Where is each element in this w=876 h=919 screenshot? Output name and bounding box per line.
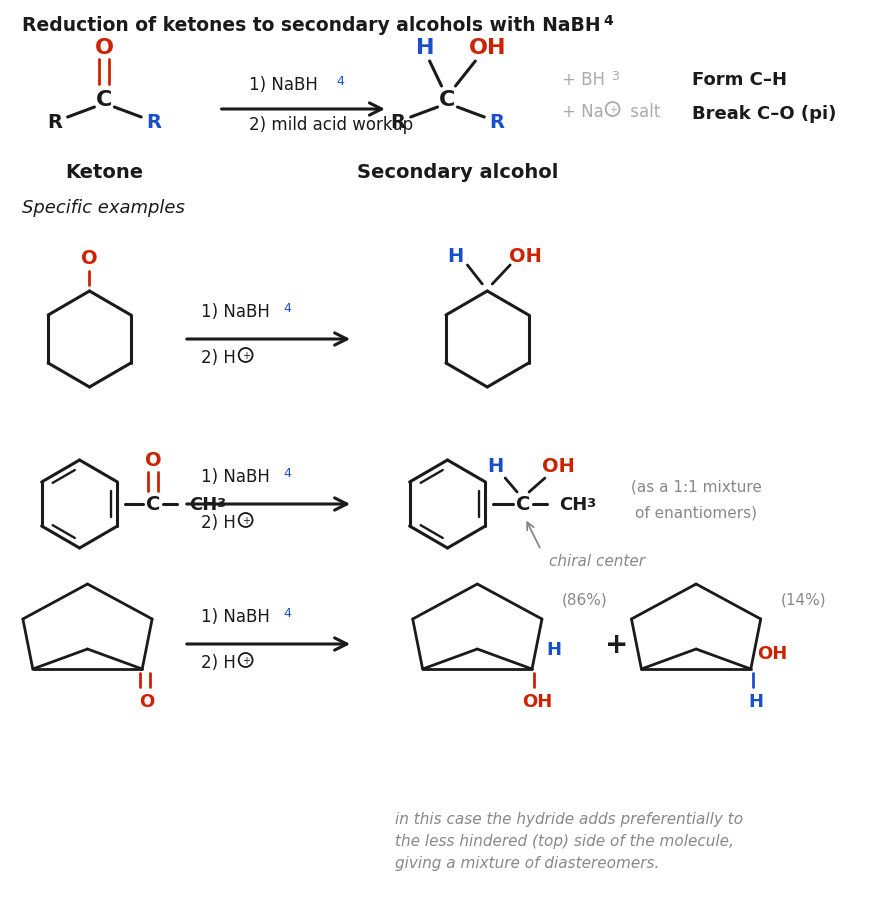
Text: 2) H: 2) H [201, 348, 236, 367]
Text: +: + [242, 655, 250, 665]
Text: 4: 4 [284, 301, 292, 314]
Text: OH: OH [542, 457, 576, 476]
Text: OH: OH [509, 246, 541, 266]
Text: +: + [609, 105, 617, 115]
Text: 4: 4 [284, 607, 292, 619]
Text: Specific examples: Specific examples [22, 199, 185, 217]
Text: 1) NaBH: 1) NaBH [201, 607, 270, 625]
Text: 3: 3 [611, 70, 618, 83]
Text: CH: CH [189, 495, 217, 514]
Text: OH: OH [758, 644, 788, 663]
Text: R: R [490, 112, 505, 131]
Text: CH: CH [559, 495, 587, 514]
Text: O: O [81, 248, 98, 267]
Text: R: R [47, 112, 62, 131]
Text: (as a 1:1 mixture: (as a 1:1 mixture [631, 479, 761, 494]
Text: 3: 3 [586, 496, 595, 509]
Text: Break C–O (pi): Break C–O (pi) [692, 105, 837, 123]
Text: (86%): (86%) [562, 592, 608, 607]
Text: chiral center: chiral center [549, 553, 645, 568]
Text: 4: 4 [284, 467, 292, 480]
Text: 1) NaBH: 1) NaBH [249, 76, 317, 94]
Text: Reduction of ketones to secondary alcohols with NaBH: Reduction of ketones to secondary alcoho… [22, 16, 601, 35]
Text: the less hindered (top) side of the molecule,: the less hindered (top) side of the mole… [395, 834, 734, 848]
Text: H: H [416, 38, 434, 58]
Text: H: H [448, 246, 463, 266]
Text: +: + [242, 351, 250, 360]
Text: 2) mild acid workup: 2) mild acid workup [249, 116, 413, 134]
Text: in this case the hydride adds preferentially to: in this case the hydride adds preferenti… [395, 811, 743, 826]
Text: Form C–H: Form C–H [692, 71, 788, 89]
Text: H: H [547, 641, 562, 658]
Text: O: O [139, 692, 155, 710]
Text: 2) H: 2) H [201, 514, 236, 531]
Text: +: + [604, 630, 628, 658]
Text: O: O [95, 38, 114, 58]
Text: (14%): (14%) [781, 592, 826, 607]
Text: C: C [516, 495, 530, 514]
Text: 3: 3 [215, 496, 225, 509]
Text: 4: 4 [336, 75, 344, 88]
Text: C: C [439, 90, 456, 110]
Text: + BH: + BH [562, 71, 604, 89]
Text: Ketone: Ketone [66, 163, 144, 181]
Text: salt: salt [625, 103, 660, 121]
Text: +: + [242, 516, 250, 526]
Text: giving a mixture of diastereomers.: giving a mixture of diastereomers. [395, 856, 659, 870]
Text: + Na: + Na [562, 103, 604, 121]
Text: Secondary alcohol: Secondary alcohol [357, 163, 558, 181]
Text: H: H [748, 692, 763, 710]
Text: 2) H: 2) H [201, 653, 236, 671]
Text: C: C [96, 90, 113, 110]
Text: of enantiomers): of enantiomers) [635, 505, 757, 520]
Text: OH: OH [469, 38, 506, 58]
Text: 4: 4 [604, 14, 613, 28]
Text: 1) NaBH: 1) NaBH [201, 302, 270, 321]
Text: 1) NaBH: 1) NaBH [201, 468, 270, 485]
Text: H: H [487, 457, 504, 476]
Text: C: C [146, 495, 160, 514]
Text: OH: OH [522, 692, 552, 710]
Text: R: R [391, 112, 406, 131]
Text: O: O [145, 451, 161, 470]
Text: R: R [146, 112, 162, 131]
